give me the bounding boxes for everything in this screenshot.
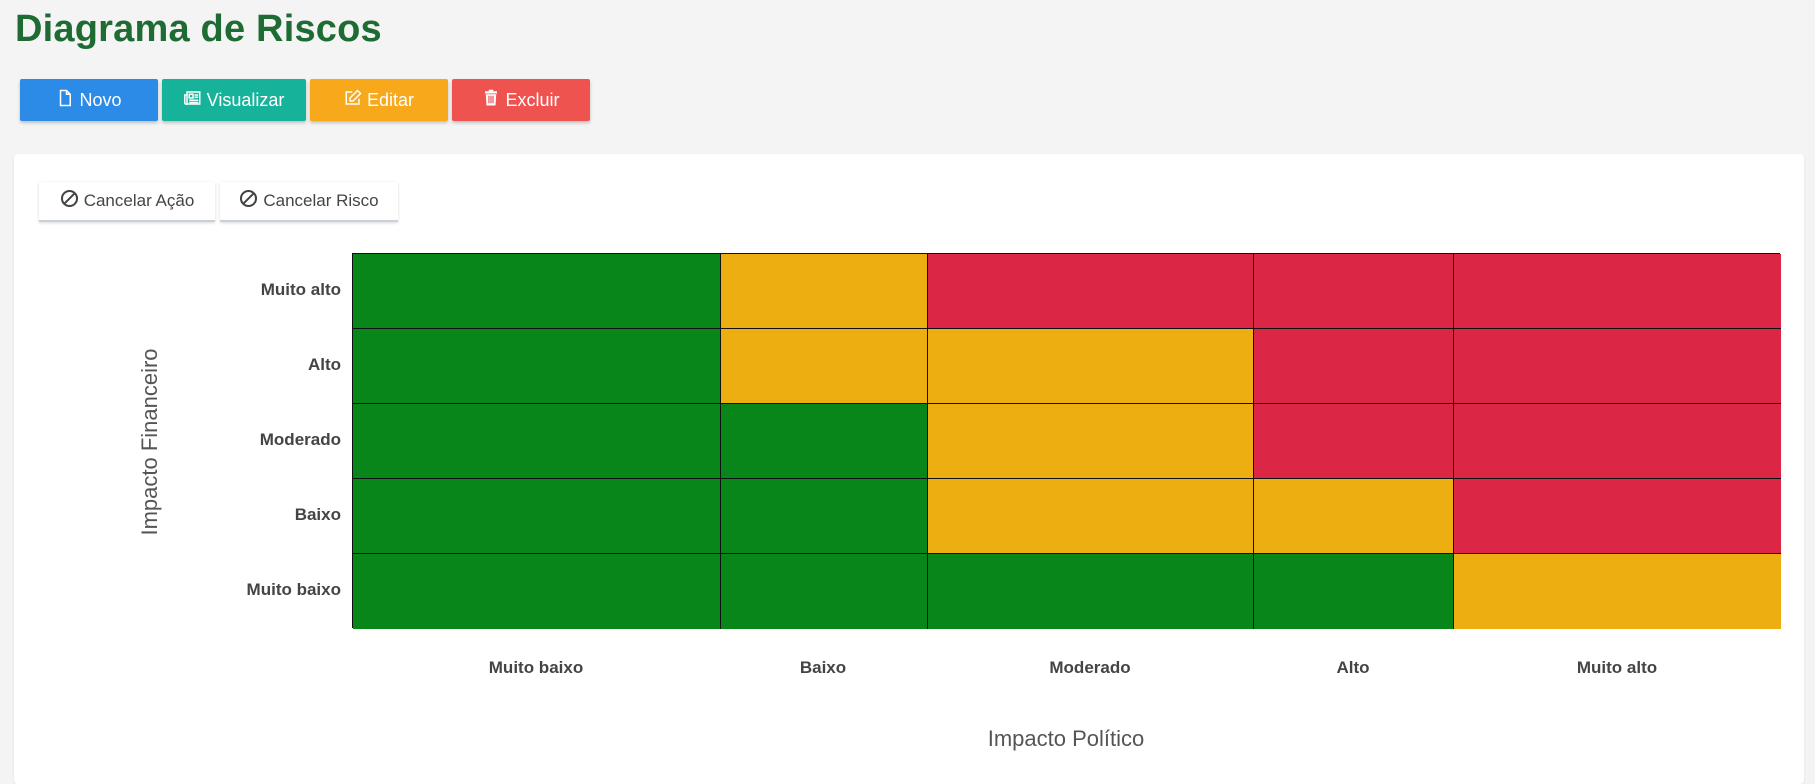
novo-label: Novo [79,89,122,110]
heatmap-cell[interactable] [1454,254,1781,329]
x-tick-label: Muito baixo [488,658,584,677]
heatmap-cell[interactable] [721,254,928,329]
visualizar-label: Visualizar [206,89,285,110]
toolbar: Novo Visualizar Editar Excluir [20,79,590,121]
heatmap-cell[interactable] [1254,554,1454,629]
y-axis-label: Impacto Financeiro [137,348,162,536]
edit-icon [344,88,362,112]
cancelar-risco-label: Cancelar Risco [263,191,379,210]
y-tick-label: Moderado [259,430,341,449]
heatmap-cell[interactable] [1254,479,1454,554]
visualizar-button[interactable]: Visualizar [162,79,306,121]
y-tick-label: Baixo [294,505,341,524]
trash-icon [482,89,500,112]
risk-diagram-card: Cancelar Ação Cancelar Risco Impacto Fin… [14,154,1804,784]
x-tick-label: Moderado [1049,658,1131,677]
heatmap-cell[interactable] [1254,329,1454,404]
ban-icon [60,189,79,213]
heatmap-cell[interactable] [1454,404,1781,479]
heatmap-cell[interactable] [928,254,1254,329]
heatmap-cell[interactable] [928,554,1254,629]
heatmap-cell[interactable] [353,329,721,404]
excluir-button[interactable]: Excluir [452,79,590,121]
x-tick-label: Muito alto [1576,658,1658,677]
ban-icon [239,189,258,213]
y-tick-label: Muito alto [260,280,341,299]
novo-button[interactable]: Novo [20,79,158,121]
x-tick-label: Baixo [799,658,847,677]
heatmap-cell[interactable] [1254,404,1454,479]
heatmap-cell[interactable] [1454,329,1781,404]
x-axis-label: Impacto Político [987,726,1145,751]
heatmap-cell[interactable] [353,479,721,554]
heatmap-cell[interactable] [353,404,721,479]
cancelar-risco-button[interactable]: Cancelar Risco [220,182,398,222]
heatmap-cell[interactable] [1454,479,1781,554]
risk-heatmap [352,253,1781,629]
heatmap-cell[interactable] [928,329,1254,404]
heatmap-cell[interactable] [1254,254,1454,329]
heatmap-cell[interactable] [928,404,1254,479]
newspaper-icon [183,89,202,112]
heatmap-cell[interactable] [353,554,721,629]
editar-label: Editar [366,89,415,110]
cancelar-acao-label: Cancelar Ação [83,191,195,210]
excluir-label: Excluir [505,89,560,110]
page-title: Diagrama de Riscos [15,8,382,50]
heatmap-cell[interactable] [928,479,1254,554]
editar-button[interactable]: Editar [310,79,448,121]
heatmap-cell[interactable] [721,404,928,479]
file-icon [56,89,74,112]
heatmap-cell[interactable] [721,329,928,404]
x-tick-label: Alto [1336,658,1370,677]
heatmap-cell[interactable] [353,254,721,329]
cancelar-acao-button[interactable]: Cancelar Ação [39,182,215,222]
card-actions: Cancelar Ação Cancelar Risco [39,182,398,222]
heatmap-cell[interactable] [721,479,928,554]
y-tick-label: Muito baixo [246,580,341,599]
y-tick-label: Alto [307,355,341,374]
heatmap-cell[interactable] [1454,554,1781,629]
heatmap-cell[interactable] [721,554,928,629]
